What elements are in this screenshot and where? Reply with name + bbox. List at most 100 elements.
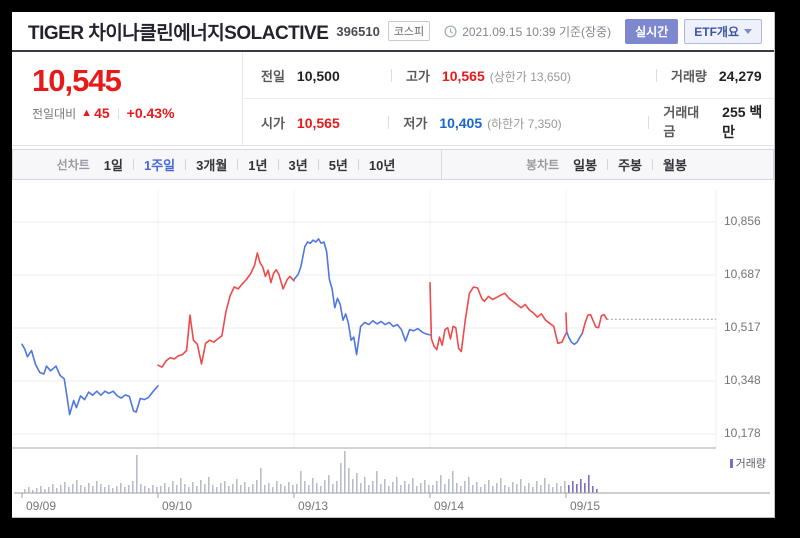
volume-bar (400, 485, 402, 493)
volume-bar (432, 485, 434, 493)
volume-bar (264, 485, 266, 493)
tab-period-5[interactable]: 3년 (288, 158, 308, 173)
divider (185, 159, 187, 170)
candle-chart-toolbar: 봉차트 일봉 주봉 월봉 (441, 149, 774, 180)
volume-bar (576, 484, 578, 493)
chart-canvas (12, 190, 770, 498)
tab-period-6[interactable]: 5년 (328, 158, 348, 173)
volume-bar (96, 481, 98, 493)
volume-bar (308, 485, 310, 493)
volume-bar (84, 487, 86, 493)
volume-legend-label: 거래량 (735, 458, 766, 470)
price-chart: 거래량 10,856 10,687 10,517 10,348 10,178 09/09 0… (12, 180, 774, 516)
volume-bar (340, 463, 342, 493)
divider (277, 159, 279, 170)
volume-bar (208, 477, 210, 493)
volume-bar (168, 487, 170, 493)
change-label: 전일대비 (32, 106, 77, 121)
tab-period-1[interactable]: 1일 (103, 158, 123, 173)
volume-bar (200, 480, 202, 493)
etf-overview-button[interactable]: ETF개요 (684, 18, 762, 44)
tab-period-2[interactable]: 1주일 (143, 158, 176, 173)
volume-bar (244, 482, 246, 493)
volume-bar (344, 451, 346, 493)
volume-bar (532, 487, 534, 493)
volume-bar (276, 481, 278, 493)
price-panel: 10,545 전일대비 ▲ 45 +0.43% 전일 10,500 고가 10,565… (12, 52, 774, 146)
volume-bar (348, 468, 350, 493)
volume-bar (288, 482, 290, 493)
volume-bar (152, 485, 154, 493)
tab-candle-2[interactable]: 주봉 (618, 158, 643, 173)
volume-bar (372, 481, 374, 493)
summary-value: 24,279 (718, 67, 762, 84)
volume-bar (132, 481, 134, 493)
volume-bar (328, 475, 330, 493)
volume-bar (164, 483, 166, 493)
volume-bar (488, 480, 490, 493)
volume-bar (216, 487, 218, 493)
volume-bar (148, 488, 150, 493)
volume-bar (364, 477, 366, 493)
volume-bar (420, 483, 422, 493)
volume-bar (68, 487, 70, 493)
tab-candle-1[interactable]: 일봉 (573, 158, 598, 173)
summary-extra: (하한가 7,350) (487, 116, 562, 131)
volume-bar (384, 479, 386, 493)
price-line-segment (293, 238, 431, 356)
tab-period-4[interactable]: 1년 (248, 158, 268, 173)
change-percent: +0.43% (126, 105, 175, 122)
tab-candle-3[interactable]: 월봉 (663, 158, 687, 173)
volume-bar (412, 478, 414, 493)
y-axis-label: 10,687 (724, 267, 761, 281)
volume-bar (172, 481, 174, 493)
volume-bar (108, 485, 110, 493)
x-axis-label: 09/10 (162, 499, 193, 513)
x-axis-label: 09/14 (434, 499, 465, 513)
volume-bar (212, 485, 214, 493)
volume-bar (92, 486, 94, 493)
price-line-segment (581, 313, 608, 335)
tab-period-3[interactable]: 3개월 (196, 158, 228, 173)
candle-chart-label: 봉차트 (526, 158, 560, 172)
summary-value: 10,500 (296, 67, 340, 84)
volume-bar (544, 478, 546, 493)
volume-bar (40, 486, 42, 493)
volume-bar (444, 484, 446, 493)
volume-bar (76, 480, 78, 493)
volume-bar (572, 481, 574, 493)
divider (388, 115, 390, 129)
summary-cell: 시가 10,565 (261, 113, 388, 132)
volume-bar (352, 479, 354, 493)
realtime-button[interactable]: 실시간 (625, 18, 679, 44)
volume-bar (24, 489, 26, 493)
volume-bar (440, 475, 442, 493)
stock-code: 396510 (336, 23, 380, 39)
volume-bar (524, 486, 526, 493)
stock-widget: TIGER 차이나클린에너지SOLACTIVE 396510 코스피 2021.… (12, 12, 775, 518)
volume-bar (332, 484, 334, 493)
volume-bar (120, 483, 122, 493)
volume-bar (48, 487, 50, 493)
volume-bar (292, 485, 294, 493)
tab-period-7[interactable]: 10년 (368, 158, 396, 173)
volume-bar (492, 486, 494, 493)
volume-bar (404, 481, 406, 493)
summary-value: 10,405 (439, 114, 483, 131)
volume-bar (268, 483, 270, 493)
volume-bar (300, 471, 302, 493)
pane-separator (12, 447, 716, 449)
header: TIGER 차이나클린에너지SOLACTIVE 396510 코스피 2021.… (12, 12, 774, 52)
volume-bar (500, 478, 502, 493)
divider (132, 159, 134, 170)
divider (652, 159, 654, 170)
y-axis-label: 10,856 (724, 214, 761, 228)
summary-row: 시가 10,565 저가 10,405 (하한가 7,350) 거래대금 255 백만 (243, 99, 774, 145)
volume-bar (388, 486, 390, 493)
summary-label: 시가 (261, 115, 285, 131)
summary-cell: 거래량 24,279 (671, 66, 762, 85)
volume-bar (272, 487, 274, 493)
volume-legend: 거래량 (729, 455, 766, 471)
y-axis-label: 10,517 (724, 320, 761, 334)
volume-bar (304, 481, 306, 493)
